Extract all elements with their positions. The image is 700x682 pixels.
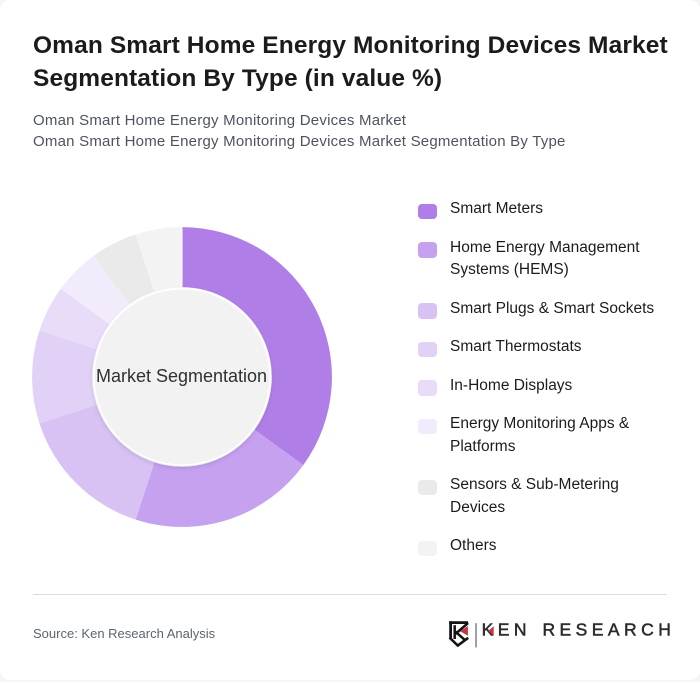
svg-text:KEN RESEARCH: KEN RESEARCH — [482, 620, 674, 640]
